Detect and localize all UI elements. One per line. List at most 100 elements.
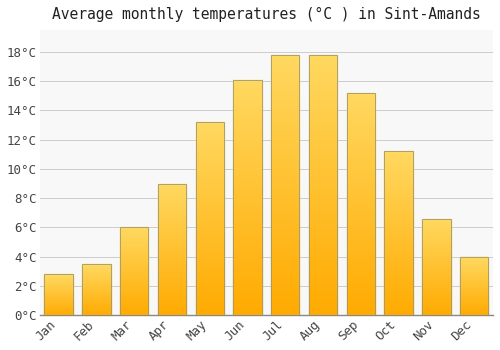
Bar	[271, 300, 300, 302]
Bar	[158, 219, 186, 220]
Bar	[120, 285, 148, 286]
Bar	[346, 162, 375, 164]
Bar	[44, 285, 73, 286]
Bar	[460, 305, 488, 306]
Bar	[158, 311, 186, 313]
Bar	[234, 148, 262, 150]
Bar	[234, 96, 262, 99]
Bar	[346, 155, 375, 158]
Bar	[234, 310, 262, 313]
Bar	[460, 275, 488, 276]
Bar	[346, 206, 375, 209]
Bar	[422, 256, 450, 257]
Bar	[309, 242, 337, 245]
Bar	[460, 266, 488, 267]
Bar	[196, 248, 224, 250]
Bar	[309, 245, 337, 247]
Bar	[384, 289, 413, 290]
Bar	[120, 299, 148, 300]
Bar	[384, 164, 413, 166]
Bar	[271, 99, 300, 102]
Bar	[309, 149, 337, 151]
Bar	[120, 300, 148, 301]
Bar	[384, 161, 413, 163]
Bar	[384, 263, 413, 264]
Bar	[384, 304, 413, 305]
Bar	[120, 296, 148, 297]
Bar	[384, 212, 413, 214]
Bar	[271, 120, 300, 122]
Bar	[346, 191, 375, 193]
Bar	[422, 306, 450, 307]
Bar	[309, 156, 337, 159]
Bar	[346, 153, 375, 155]
Bar	[44, 292, 73, 293]
Bar	[196, 230, 224, 232]
Bar	[422, 232, 450, 233]
Bar	[158, 243, 186, 244]
Bar	[271, 154, 300, 156]
Bar	[271, 115, 300, 117]
Bar	[346, 133, 375, 135]
Bar	[271, 97, 300, 99]
Bar	[384, 310, 413, 312]
Bar	[309, 91, 337, 94]
Bar	[460, 262, 488, 263]
Bar	[460, 268, 488, 269]
Bar	[309, 294, 337, 297]
Bar	[271, 188, 300, 190]
Bar	[196, 145, 224, 147]
Bar	[271, 250, 300, 253]
Bar	[271, 247, 300, 250]
Bar	[158, 202, 186, 203]
Bar	[120, 280, 148, 281]
Bar	[384, 295, 413, 297]
Bar	[460, 309, 488, 310]
Bar	[346, 126, 375, 128]
Bar	[460, 291, 488, 292]
Bar	[309, 175, 337, 177]
Bar	[346, 166, 375, 168]
Bar	[158, 223, 186, 224]
Bar	[422, 282, 450, 284]
Bar	[422, 228, 450, 229]
Bar	[196, 282, 224, 284]
Bar	[346, 97, 375, 100]
Bar	[271, 232, 300, 234]
Bar	[460, 258, 488, 259]
Bar	[234, 80, 262, 82]
Bar	[384, 202, 413, 204]
Bar	[460, 312, 488, 313]
Bar	[271, 229, 300, 232]
Bar	[196, 199, 224, 201]
Bar	[82, 278, 110, 279]
Bar	[158, 264, 186, 265]
Bar	[158, 281, 186, 282]
Bar	[271, 245, 300, 247]
Bar	[309, 255, 337, 258]
Bar	[234, 228, 262, 230]
Bar	[422, 274, 450, 275]
Bar	[271, 57, 300, 60]
Bar	[44, 284, 73, 285]
Bar	[346, 229, 375, 231]
Bar	[271, 279, 300, 281]
Bar	[384, 261, 413, 263]
Bar	[196, 136, 224, 138]
Bar	[422, 219, 450, 315]
Bar	[120, 264, 148, 265]
Bar	[234, 285, 262, 287]
Bar	[234, 150, 262, 153]
Bar	[346, 280, 375, 282]
Bar	[44, 297, 73, 298]
Bar	[196, 252, 224, 253]
Bar	[422, 250, 450, 251]
Bar	[120, 303, 148, 304]
Bar	[271, 89, 300, 91]
Bar	[422, 219, 450, 315]
Bar	[346, 106, 375, 108]
Bar	[346, 93, 375, 315]
Bar	[346, 240, 375, 242]
Bar	[196, 223, 224, 224]
Bar	[158, 193, 186, 194]
